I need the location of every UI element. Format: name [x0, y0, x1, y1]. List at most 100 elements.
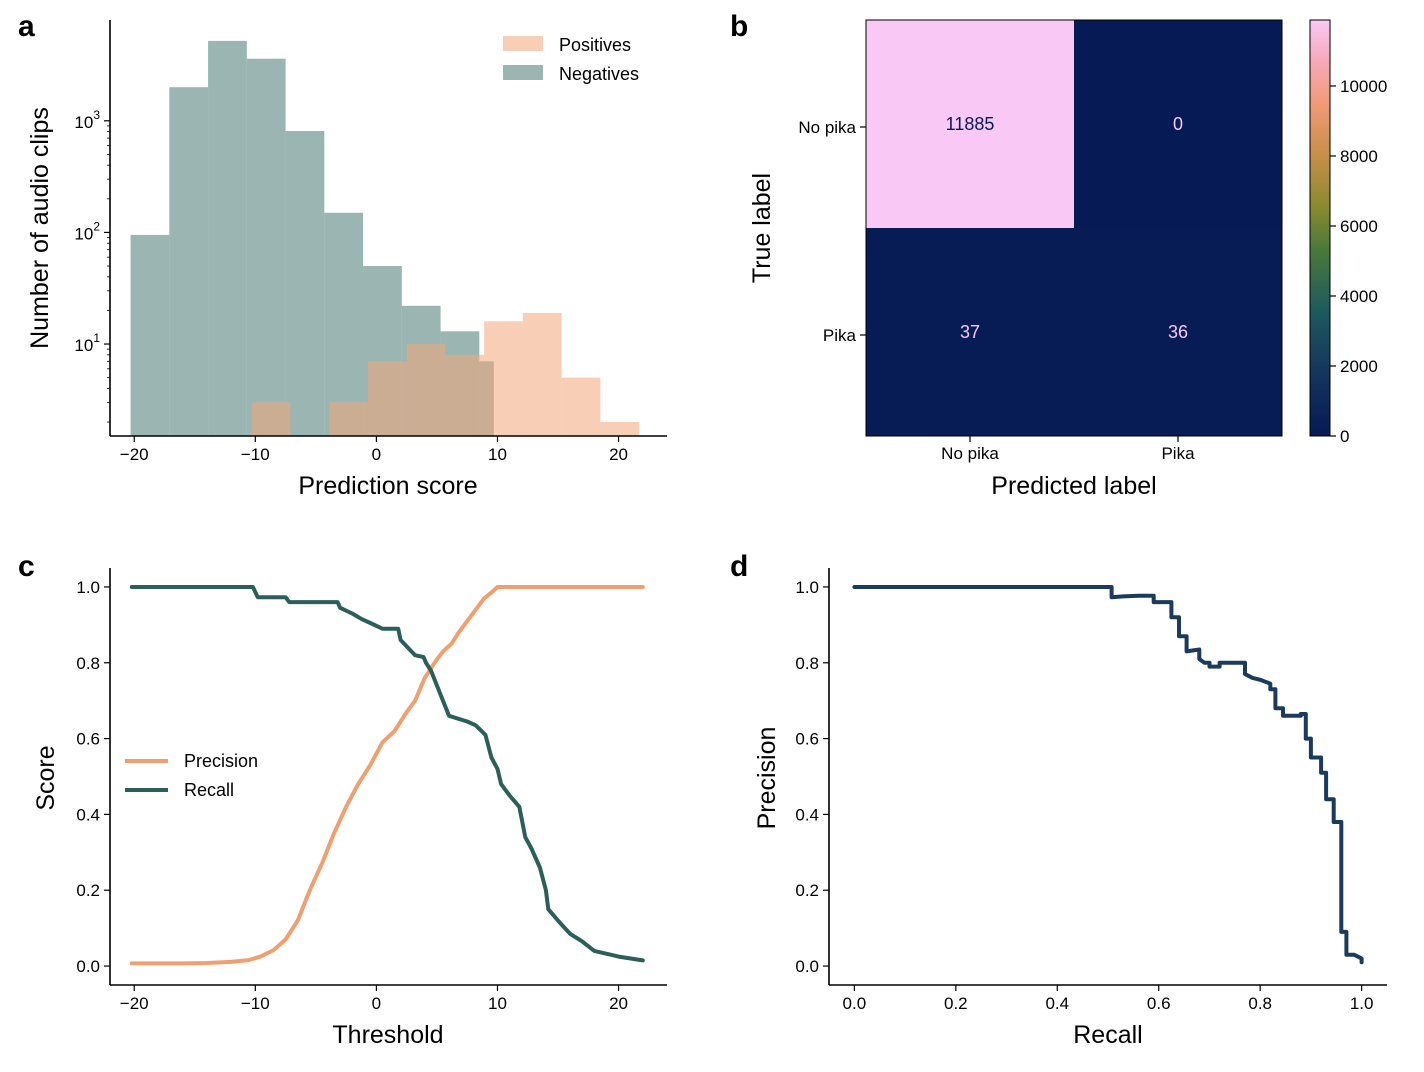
legend-label-recall: Recall: [184, 780, 234, 800]
panel-letter-d: d: [730, 550, 748, 583]
y-tick-label: 0.8: [795, 654, 819, 673]
y-axis-title-b: True label: [748, 173, 776, 283]
y-axis-title-c: Score: [32, 745, 60, 810]
legend-swatch-negatives: [503, 65, 543, 80]
negatives-bar: [285, 131, 325, 436]
matrix-cell-value: 11885: [946, 114, 995, 134]
colorbar-tick-label: 10000: [1340, 77, 1387, 96]
matrix-cell: [1074, 228, 1282, 436]
positives-bar: [406, 344, 446, 436]
negatives-bar: [130, 234, 170, 436]
x-tick-label: −20: [120, 994, 149, 1013]
positives-bar: [600, 422, 640, 436]
confusion-matrix-frame: [865, 19, 1283, 437]
x-tick-label: 0: [372, 445, 381, 464]
x-tick-label: −20: [120, 445, 149, 464]
colorbar-tick-label: 6000: [1340, 217, 1378, 236]
x-tick-label: 10: [488, 445, 507, 464]
x-tick-label: 1.0: [1350, 994, 1374, 1013]
y-tick-label: 0.8: [76, 654, 100, 673]
colorbar-tick-label: 0: [1340, 427, 1349, 446]
panel-letter-b: b: [730, 10, 748, 43]
colorbar-tick-label: 8000: [1340, 147, 1378, 166]
panel-letter-c: c: [18, 550, 35, 583]
positives-bar: [484, 321, 523, 436]
confusion-matrix-panel: 11885 0 37 36 No pika Pika No pika Pika 0 2000 4…: [748, 19, 1387, 500]
positives-bar: [561, 377, 601, 436]
y-axis-title-d: Precision: [753, 727, 781, 830]
positives-bars: [251, 312, 640, 436]
x-tick-label: 10: [488, 994, 507, 1013]
x-axis-title-d: Recall: [1073, 1021, 1142, 1049]
precision-recall-curve: [852, 585, 1364, 965]
threshold-curves: [129, 585, 645, 966]
x-tick-label: No pika: [941, 444, 999, 463]
legend-label-precision: Precision: [184, 751, 258, 771]
confusion-matrix-cells: 11885 0 37 36: [866, 20, 1282, 436]
panel-letter-a: a: [18, 10, 35, 43]
precision-recall-panel: 0.0 0.2 0.4 0.6 0.8 1.0 0.0 0.2 0.4 0.6 0.8 1.0 Rec…: [753, 568, 1387, 1049]
legend-label-negatives: Negatives: [559, 64, 639, 84]
positives-bar: [329, 402, 368, 436]
y-tick-label: 101: [74, 331, 100, 355]
threshold-legend: Precision Recall: [125, 751, 258, 800]
negatives-bar: [324, 212, 364, 436]
x-axis-title-c: Threshold: [332, 1021, 443, 1049]
confusion-matrix-ticks: No pika Pika No pika Pika: [798, 118, 1195, 463]
matrix-cell-value: 0: [1173, 114, 1183, 134]
negatives-bar: [169, 87, 209, 436]
x-tick-label: 20: [609, 994, 628, 1013]
x-tick-label: Pika: [1161, 444, 1195, 463]
y-tick-label: 0.4: [76, 805, 100, 824]
histogram-legend: Positives Negatives: [503, 35, 639, 84]
x-tick-label: −10: [241, 994, 270, 1013]
positives-bar: [251, 402, 291, 436]
colorbar: [1309, 19, 1331, 437]
y-tick-label: Pika: [823, 326, 857, 345]
x-tick-label: 0.2: [944, 994, 968, 1013]
y-tick-label: 0.4: [795, 805, 819, 824]
x-tick-label: 0.0: [843, 994, 867, 1013]
y-tick-label: 102: [74, 219, 100, 243]
y-tick-label: 0.2: [795, 881, 819, 900]
colorbar-ticks: 0 2000 4000 6000 8000 10000: [1330, 77, 1387, 446]
y-tick-label: 0.0: [76, 957, 100, 976]
precision-line: [129, 585, 645, 966]
matrix-cell: [866, 20, 1074, 228]
x-axis-title-b: Predicted label: [991, 472, 1156, 500]
matrix-cell: [1074, 20, 1282, 228]
legend-swatch-positives: [503, 36, 543, 51]
matrix-cell-value: 37: [960, 322, 980, 342]
recall-line: [129, 585, 645, 963]
y-tick-label: 0.6: [795, 730, 819, 749]
histogram-panel: −20 −10 0 10 20 101 102 103 Positives Negatives…: [26, 20, 667, 500]
positives-bar: [445, 354, 485, 436]
matrix-cell-value: 36: [1168, 322, 1188, 342]
x-tick-label: 0: [372, 994, 381, 1013]
y-tick-label: 1.0: [76, 578, 100, 597]
x-tick-label: 0.6: [1147, 994, 1171, 1013]
x-tick-label: 0.4: [1045, 994, 1069, 1013]
negatives-bar: [246, 58, 286, 437]
histogram-axes: −20 −10 0 10 20 101 102 103: [74, 20, 667, 464]
y-axis-title-a: Number of audio clips: [26, 107, 54, 349]
negatives-bar: [208, 40, 247, 436]
precision-recall-axes: 0.0 0.2 0.4 0.6 0.8 1.0 0.0 0.2 0.4 0.6 0.8 1.0: [795, 568, 1387, 1013]
x-tick-label: 0.8: [1248, 994, 1272, 1013]
x-axis-title-a: Prediction score: [298, 472, 477, 500]
colorbar-tick-label: 4000: [1340, 287, 1378, 306]
x-tick-label: −10: [241, 445, 270, 464]
y-tick-label: 0.6: [76, 730, 100, 749]
y-tick-label: 0.2: [76, 881, 100, 900]
threshold-axes: −20 −10 0 10 20 0.0 0.2 0.4 0.6 0.8 1.0: [76, 568, 667, 1013]
colorbar-tick-label: 2000: [1340, 357, 1378, 376]
y-tick-label: 0.0: [795, 957, 819, 976]
positives-bar: [367, 361, 407, 436]
positives-bar: [522, 312, 562, 436]
legend-label-positives: Positives: [559, 35, 631, 55]
precision-recall-line: [852, 585, 1364, 965]
x-tick-label: 20: [609, 445, 628, 464]
y-tick-label: No pika: [798, 118, 856, 137]
matrix-cell: [866, 228, 1074, 436]
